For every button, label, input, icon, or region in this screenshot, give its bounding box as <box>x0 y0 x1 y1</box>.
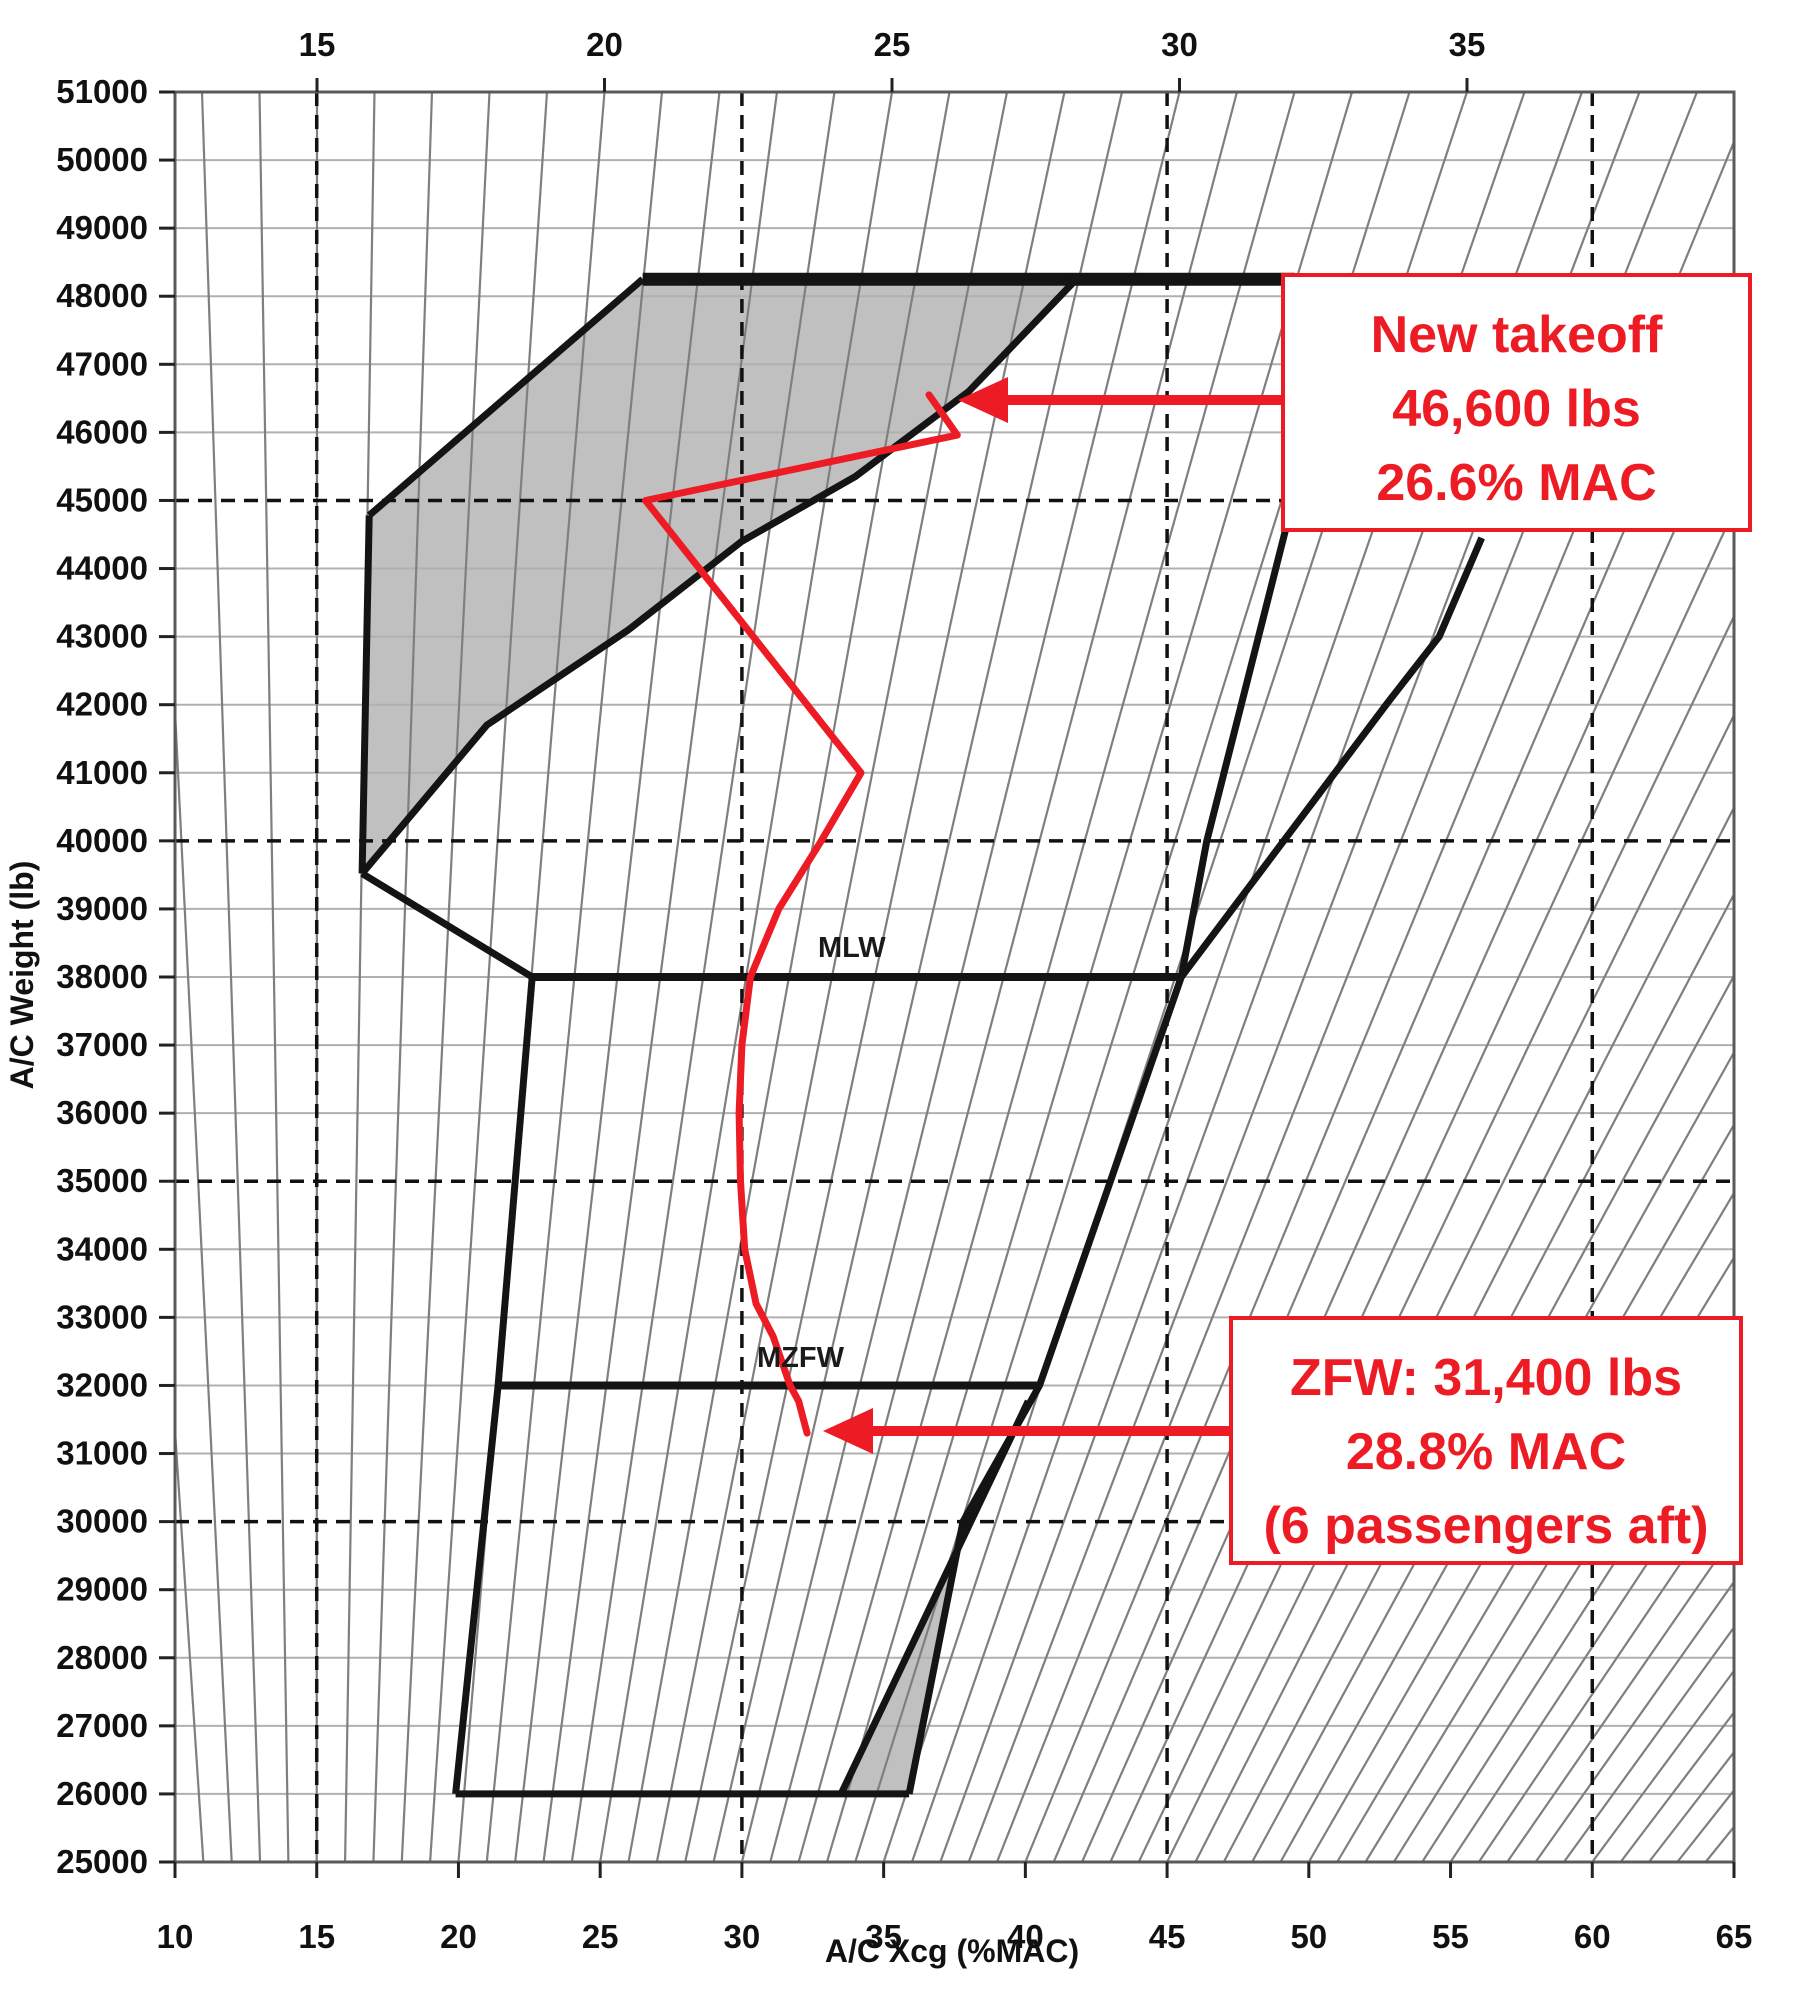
fan-line-47 <box>1222 891 1734 1862</box>
takeoff-box-text-3: 26.6% MAC <box>1376 454 1656 512</box>
y-axis-tick-label: 29000 <box>56 1571 148 1608</box>
x-axis-tick-label: 30 <box>724 1918 761 1955</box>
x-axis-tick-label: 40 <box>1007 1918 1044 1955</box>
y-axis-tick-label: 48000 <box>56 277 148 314</box>
fan-line-18 <box>400 92 491 1862</box>
top-axis-tick-label: 35 <box>1449 26 1486 63</box>
y-axis-tick-label: 40000 <box>56 822 148 859</box>
y-axis-tick-label: 32000 <box>56 1366 148 1403</box>
fan-line-45 <box>1166 712 1734 1862</box>
y-axis-tick-label: 51000 <box>56 73 148 110</box>
fan-line-16 <box>343 92 376 1862</box>
x-axis-tick-label: 25 <box>582 1918 619 1955</box>
envelope-right-upper-line-2 <box>1178 536 1485 980</box>
y-axis-tick-label: 43000 <box>56 618 148 655</box>
mzfw-label: MZFW <box>757 1342 845 1374</box>
envelope-left-vertical-edge <box>358 515 373 874</box>
fan-line-12 <box>175 688 233 1862</box>
y-axis-tick-label: 42000 <box>56 686 148 723</box>
y-axis-title: A/C Weight (lb) <box>4 861 40 1090</box>
mlw-label: MLW <box>818 932 886 964</box>
fan-line-49 <box>1279 1050 1734 1862</box>
y-axis-tick-label: 26000 <box>56 1775 148 1812</box>
fan-line-51 <box>1336 1190 1734 1862</box>
fan-line-13 <box>200 92 262 1862</box>
y-axis-tick-label: 46000 <box>56 413 148 450</box>
y-axis-tick-label: 35000 <box>56 1162 148 1199</box>
y-axis-tick-label: 38000 <box>56 958 148 995</box>
zfw-box <box>1229 1316 1743 1565</box>
y-axis-tick-label: 31000 <box>56 1435 148 1472</box>
fan-line-46 <box>1194 805 1734 1862</box>
top-axis-tick-label: 15 <box>299 26 336 63</box>
fan-line-14 <box>258 92 290 1862</box>
y-axis-tick-label: 27000 <box>56 1707 148 1744</box>
fan-line-56 <box>1477 1482 1734 1862</box>
zfw-box-text-2: 28.8% MAC <box>1346 1423 1626 1481</box>
x-axis-tick-label: 55 <box>1432 1918 1469 1955</box>
x-axis-tick-label: 10 <box>157 1918 194 1955</box>
fan-line-42 <box>1081 393 1734 1862</box>
fan-line-53 <box>1392 1316 1734 1862</box>
y-axis-tick-label: 50000 <box>56 141 148 178</box>
x-axis-title: A/C Xcg (%MAC) <box>825 1933 1079 1969</box>
y-axis-tick-label: 41000 <box>56 754 148 791</box>
x-axis-tick-label: 65 <box>1716 1918 1753 1955</box>
y-axis-tick-label: 28000 <box>56 1639 148 1676</box>
y-axis-tick-label: 36000 <box>56 1094 148 1131</box>
fan-line-11 <box>175 1414 205 1862</box>
zfw-box-text-1: ZFW: 31,400 lbs <box>1290 1349 1682 1407</box>
zfw-box-arrowhead-icon <box>823 1408 873 1454</box>
top-axis-tick-label: 30 <box>1161 26 1198 63</box>
y-axis-tick-label: 25000 <box>56 1843 148 1880</box>
x-axis-tick-label: 35 <box>865 1918 902 1955</box>
fan-line-52 <box>1364 1255 1734 1862</box>
envelope-upper-left-diagonal <box>366 276 645 519</box>
fan-line-19 <box>429 92 549 1862</box>
y-axis-tick-label: 47000 <box>56 345 148 382</box>
takeoff-box-text-1: New takeoff <box>1371 306 1664 364</box>
x-axis-tick-label: 15 <box>298 1918 335 1955</box>
takeoff-box-arrowhead-icon <box>958 377 1008 423</box>
takeoff-box-text-2: 46,600 lbs <box>1392 380 1641 438</box>
fan-line-17 <box>372 92 434 1862</box>
y-axis-tick-label: 30000 <box>56 1503 148 1540</box>
envelope-sliver-left-edge <box>837 1399 1032 1796</box>
x-axis-tick-label: 45 <box>1149 1918 1186 1955</box>
y-axis-tick-label: 49000 <box>56 209 148 246</box>
y-axis-tick-label: 34000 <box>56 1230 148 1267</box>
fan-line-43 <box>1109 507 1734 1862</box>
top-axis-tick-label: 25 <box>874 26 911 63</box>
top-axis-tick-label: 20 <box>586 26 623 63</box>
zfw-box-text-3: (6 passengers aft) <box>1263 1497 1708 1555</box>
x-axis-tick-label: 50 <box>1290 1918 1327 1955</box>
fan-line-57 <box>1506 1532 1734 1862</box>
fan-line-50 <box>1307 1122 1734 1862</box>
fan-line-44 <box>1137 613 1734 1862</box>
fan-line-54 <box>1421 1374 1734 1862</box>
x-axis-tick-label: 60 <box>1574 1918 1611 1955</box>
y-axis-tick-label: 44000 <box>56 550 148 587</box>
y-axis-tick-label: 37000 <box>56 1026 148 1063</box>
shaded-region-upper-allowable-band <box>362 279 1077 874</box>
cg-travel-line <box>642 391 961 1437</box>
fan-line-55 <box>1449 1429 1734 1862</box>
takeoff-box <box>1281 273 1752 532</box>
x-axis-tick-label: 20 <box>440 1918 477 1955</box>
y-axis-tick-label: 33000 <box>56 1298 148 1335</box>
envelope-left-jog-38000-39500 <box>360 870 535 980</box>
envelope-right-upper-line-1 <box>1177 526 1290 978</box>
envelope-forward-limit-curve <box>359 276 1079 876</box>
y-axis-tick-label: 39000 <box>56 890 148 927</box>
y-axis-tick-label: 45000 <box>56 481 148 518</box>
